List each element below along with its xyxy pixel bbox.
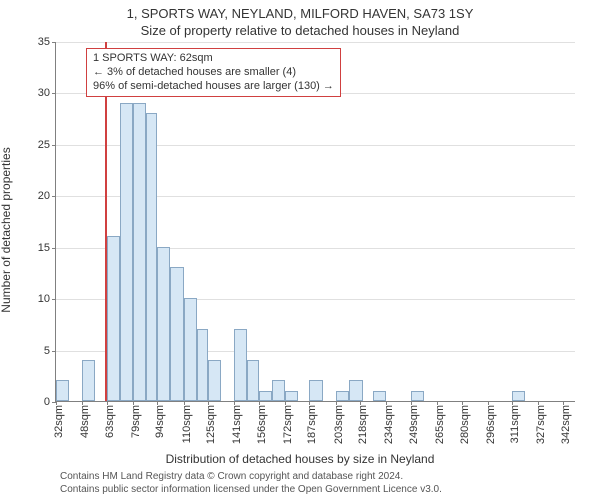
plot-area: 0510152025303532sqm48sqm63sqm79sqm94sqm1… — [55, 42, 575, 402]
histogram-bar — [411, 391, 424, 401]
x-tick-label: 63sqm — [104, 405, 116, 438]
histogram-bar — [247, 360, 258, 401]
annotation-line-1: 1 SPORTS WAY: 62sqm — [93, 52, 334, 66]
x-tick-label: 327sqm — [535, 405, 547, 444]
x-tick-label: 342sqm — [560, 405, 572, 444]
histogram-bar — [285, 391, 298, 401]
annotation-box: 1 SPORTS WAY: 62sqm← 3% of detached hous… — [86, 48, 341, 97]
x-tick-label: 249sqm — [408, 405, 420, 444]
gridline — [56, 42, 575, 43]
y-tick-label: 15 — [38, 242, 56, 254]
y-tick-label: 30 — [38, 87, 56, 99]
histogram-bar — [349, 380, 364, 401]
x-tick-label: 141sqm — [231, 405, 243, 444]
histogram-bar — [157, 247, 170, 401]
x-tick-label: 218sqm — [357, 405, 369, 444]
title-line-2: Size of property relative to detached ho… — [0, 23, 600, 38]
x-tick-label: 265sqm — [434, 405, 446, 444]
histogram-bar — [272, 380, 285, 401]
histogram-bar — [512, 391, 525, 401]
histogram-bar — [373, 391, 386, 401]
histogram-bar — [107, 236, 120, 401]
footnote-line-2: Contains public sector information licen… — [60, 484, 442, 497]
x-tick-label: 125sqm — [205, 405, 217, 444]
histogram-bar — [259, 391, 272, 401]
title-line-1: 1, SPORTS WAY, NEYLAND, MILFORD HAVEN, S… — [0, 6, 600, 21]
histogram-bar — [208, 360, 221, 401]
y-tick-label: 5 — [44, 345, 56, 357]
x-tick-label: 156sqm — [256, 405, 268, 444]
histogram-bar — [146, 113, 157, 401]
y-tick-label: 10 — [38, 293, 56, 305]
x-tick-label: 203sqm — [333, 405, 345, 444]
y-tick-label: 35 — [38, 36, 56, 48]
y-tick-label: 20 — [38, 190, 56, 202]
x-tick-label: 296sqm — [485, 405, 497, 444]
x-tick-label: 187sqm — [306, 405, 318, 444]
annotation-line-2: ← 3% of detached houses are smaller (4) — [93, 66, 334, 80]
histogram-bar — [120, 103, 133, 401]
x-tick-label: 110sqm — [181, 405, 193, 443]
x-tick-label: 280sqm — [459, 405, 471, 444]
histogram-bar — [170, 267, 183, 401]
y-tick-label: 25 — [38, 139, 56, 151]
x-tick-label: 94sqm — [154, 405, 166, 438]
y-axis-label: Number of detached properties — [0, 147, 13, 312]
x-tick-label: 32sqm — [53, 405, 65, 438]
annotation-line-3: 96% of semi-detached houses are larger (… — [93, 80, 334, 94]
x-tick-label: 234sqm — [383, 405, 395, 444]
chart-container: 1, SPORTS WAY, NEYLAND, MILFORD HAVEN, S… — [0, 0, 600, 500]
histogram-bar — [197, 329, 208, 401]
x-tick-label: 79sqm — [130, 405, 142, 438]
x-axis-label: Distribution of detached houses by size … — [0, 452, 600, 466]
histogram-bar — [309, 380, 322, 401]
histogram-bar — [234, 329, 247, 401]
x-tick-label: 311sqm — [509, 405, 521, 443]
histogram-bar — [184, 298, 197, 401]
histogram-bar — [56, 380, 69, 401]
footnote: Contains HM Land Registry data © Crown c… — [60, 471, 442, 496]
footnote-line-1: Contains HM Land Registry data © Crown c… — [60, 471, 442, 484]
x-tick-label: 48sqm — [79, 405, 91, 438]
histogram-bar — [336, 391, 349, 401]
histogram-bar — [82, 360, 95, 401]
x-tick-label: 172sqm — [282, 405, 294, 444]
histogram-bar — [133, 103, 146, 401]
